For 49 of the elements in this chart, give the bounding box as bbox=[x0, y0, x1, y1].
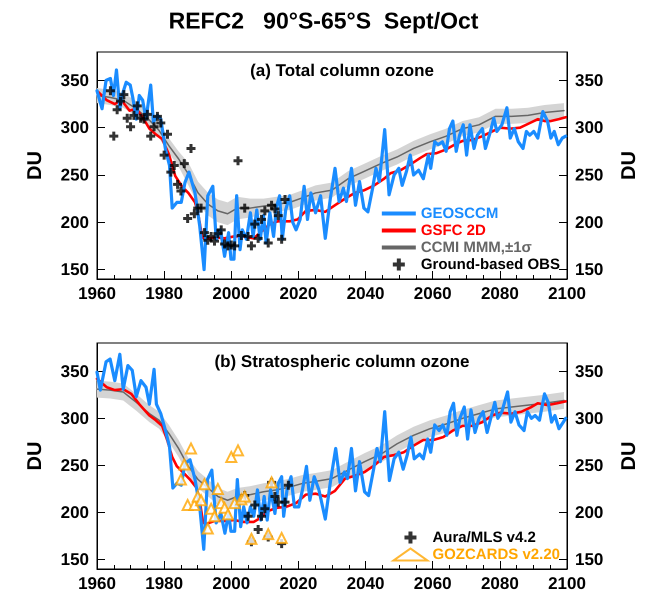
x-tick-label: 2040 bbox=[346, 284, 384, 303]
x-tick-label: 2000 bbox=[212, 574, 250, 593]
legend-label: GSFC 2D bbox=[420, 222, 486, 239]
x-tick-label: 2040 bbox=[346, 574, 384, 593]
legend-label: GEOSCCM bbox=[420, 205, 498, 222]
x-tick-label: 2020 bbox=[280, 574, 318, 593]
x-tick-label: 2100 bbox=[548, 284, 586, 303]
text: (b) Stratospheric column ozone bbox=[214, 352, 470, 371]
x-tick-label: 1980 bbox=[145, 574, 184, 593]
y2-tick-label: 250 bbox=[575, 165, 604, 184]
x-tick-label: 2000 bbox=[212, 284, 250, 303]
y-tick-label: 350 bbox=[60, 362, 89, 381]
y-tick-label: 200 bbox=[60, 503, 89, 522]
x-tick-label: 1980 bbox=[145, 284, 184, 303]
x-tick-label: 2100 bbox=[548, 574, 586, 593]
legend-label: Aura/MLS v4.2 bbox=[432, 529, 536, 546]
x-tick-label: 1960 bbox=[78, 574, 116, 593]
x-tick-label: 2080 bbox=[480, 284, 519, 303]
y-axis-title: DU bbox=[24, 442, 46, 470]
legend-label: Ground-based OBS bbox=[420, 256, 560, 273]
y-tick-label: 200 bbox=[60, 212, 89, 232]
x-tick-label: 2020 bbox=[280, 284, 318, 303]
y-tick-label: 300 bbox=[60, 118, 89, 138]
legend-label: GOZCARDS v2.20 bbox=[432, 546, 560, 563]
y2-tick-label: 200 bbox=[575, 503, 604, 522]
y2-tick-label: 150 bbox=[575, 550, 604, 570]
y2-tick-label: 150 bbox=[575, 260, 604, 280]
y2-tick-label: 300 bbox=[575, 408, 604, 428]
x-tick-label: 2060 bbox=[414, 284, 452, 303]
x-tick-label: 1960 bbox=[78, 284, 116, 303]
legend-label: CCMI MMM,±1σ bbox=[420, 239, 532, 256]
y2-tick-label: 200 bbox=[575, 212, 604, 232]
y-tick-label: 150 bbox=[60, 260, 89, 280]
y2-tick-label: 350 bbox=[575, 70, 604, 90]
x-tick-label: 2060 bbox=[414, 574, 452, 593]
y-tick-label: 150 bbox=[60, 550, 89, 570]
y2-tick-label: 350 bbox=[575, 362, 604, 381]
y-tick-label: 250 bbox=[60, 456, 89, 475]
text: (a) Total column ozone bbox=[250, 61, 434, 80]
y2-axis-title: DU bbox=[618, 151, 640, 180]
x-tick-label: 2080 bbox=[480, 574, 519, 593]
y-axis-title: DU bbox=[24, 151, 46, 180]
y2-tick-label: 300 bbox=[575, 118, 604, 138]
y-tick-label: 350 bbox=[60, 70, 89, 90]
y-tick-label: 250 bbox=[60, 165, 89, 184]
chart-title: REFC2 90°S-65°S Sept/Oct bbox=[168, 8, 479, 34]
y-tick-label: 300 bbox=[60, 408, 89, 428]
y2-axis-title: DU bbox=[618, 442, 640, 470]
y2-tick-label: 250 bbox=[575, 456, 604, 475]
